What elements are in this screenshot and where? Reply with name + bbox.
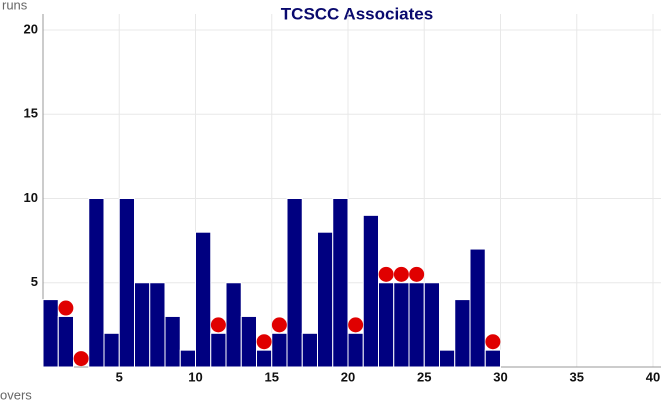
wicket-dot (256, 334, 272, 350)
bar (317, 231, 334, 368)
x-tick-label: 40 (646, 369, 660, 384)
bar (118, 198, 135, 368)
x-tick-label: 15 (265, 369, 279, 384)
y-tick-label: 5 (31, 274, 38, 289)
bar (179, 349, 196, 368)
bar (256, 349, 273, 368)
bar (57, 315, 74, 368)
bar (423, 282, 440, 368)
bar (195, 231, 212, 368)
x-tick-label: 10 (188, 369, 202, 384)
bar (301, 332, 318, 368)
bar (225, 282, 242, 368)
wicket-dot (348, 317, 364, 333)
wicket-dot (485, 334, 501, 350)
y-tick-label: 15 (24, 106, 38, 121)
bar (454, 299, 471, 368)
bar (484, 349, 501, 368)
wicket-dot (58, 300, 74, 316)
x-axis-label: overs (0, 387, 32, 402)
bar (134, 282, 151, 368)
bar (88, 198, 105, 368)
bar (469, 248, 486, 368)
chart-title: TCSCC Associates (281, 4, 433, 23)
wicket-dot (73, 351, 89, 367)
wicket-dot (409, 266, 425, 282)
bar (362, 214, 379, 368)
bar (393, 282, 410, 368)
bar (103, 332, 120, 368)
x-tick-label: 25 (417, 369, 431, 384)
wicket-dot (210, 317, 226, 333)
bar (439, 349, 456, 368)
wicket-dot (393, 266, 409, 282)
bar (42, 299, 59, 368)
bar (286, 198, 303, 368)
y-tick-label: 10 (24, 190, 38, 205)
bar (408, 282, 425, 368)
bar (240, 315, 257, 368)
bar (378, 282, 395, 368)
wicket-dot (271, 317, 287, 333)
bar (332, 198, 349, 368)
x-tick-label: 35 (570, 369, 584, 384)
y-axis-label: runs (2, 0, 28, 12)
y-tick-label: 20 (24, 21, 38, 36)
bar (271, 332, 288, 368)
x-tick-label: 30 (493, 369, 507, 384)
x-tick-label: 20 (341, 369, 355, 384)
bar (347, 332, 364, 368)
bar (164, 315, 181, 368)
bar (210, 332, 227, 368)
x-tick-label: 5 (116, 369, 123, 384)
wicket-dot (378, 266, 394, 282)
bar (149, 282, 166, 368)
